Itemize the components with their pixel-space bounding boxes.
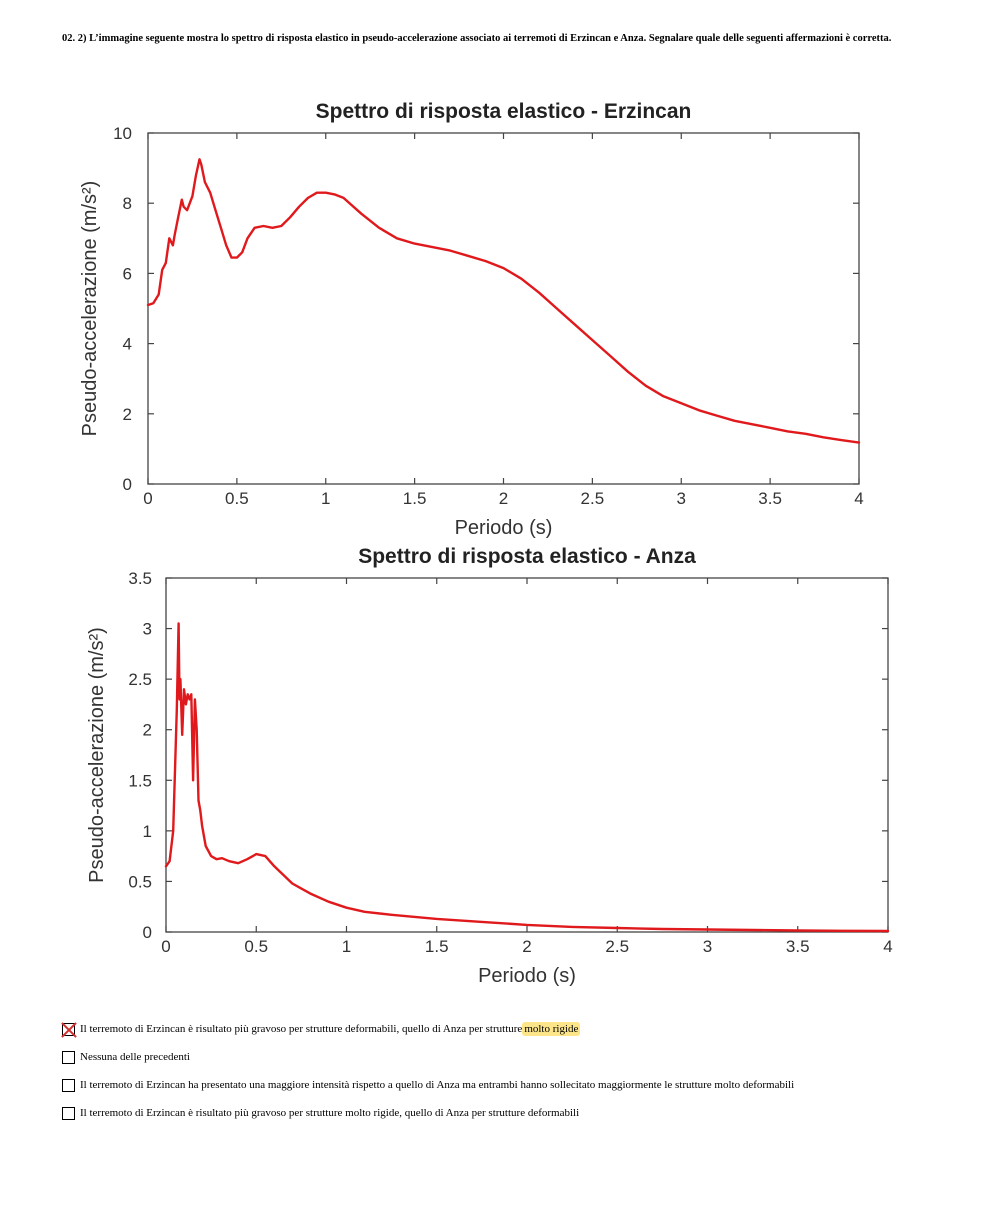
chart-1-plot-frame [147,132,860,485]
chart-1-y-tick-label: 2 [123,405,132,424]
chart-1-x-tick-label: 4 [854,489,863,508]
option-1[interactable]: Il terremoto di Erzincan è risultato più… [62,1020,581,1038]
chart-2-x-tick-label: 4 [883,937,892,956]
chart-1-x-axis-label: Periodo (s) [455,517,553,539]
chart-1-y-tick-label: 4 [123,335,132,354]
option-2-text: Nessuna delle precedenti [80,1051,190,1063]
chart-1-x-tick-label: 0.5 [225,489,249,508]
chart-2-y-tick-label: 0 [143,923,152,942]
option-2[interactable]: Nessuna delle precedenti [62,1048,190,1066]
option-3[interactable]: Il terremoto di Erzincan ha presentato u… [62,1076,794,1094]
chart-2-x-tick-label: 3 [703,937,712,956]
chart-2-x-tick-label: 2 [522,937,531,956]
option-1-checkbox-checked-icon[interactable] [62,1022,75,1036]
chart-2-series-line [164,622,890,933]
chart-1-x-tick-label: 1.5 [403,489,427,508]
chart-1-x-tick-label: 2 [499,489,508,508]
option-1-highlight: molto rigide [522,1022,581,1036]
chart-2-y-tick-label: 1 [143,822,152,841]
chart-2-y-axis-label: Pseudo-accelerazione (m/s²) [86,627,108,883]
chart-1-series-line [146,158,861,444]
chart-1-y-tick-label: 10 [113,124,132,143]
option-4-checkbox-icon[interactable] [62,1106,75,1120]
spectra-charts: Spettro di risposta elastico - Erzincan P… [79,100,893,987]
chart-2-plot-frame [165,577,889,933]
chart-1-x-tick-label: 0 [143,489,152,508]
spectra-figure: Spettro di risposta elastico - Erzincan P… [60,90,940,1005]
chart-1-x-tick-label: 3 [677,489,686,508]
chart-1-x-tick-label: 3.5 [758,489,782,508]
chart-1-y-tick-label: 8 [123,194,132,213]
question-text: 02. 2) L’immagine seguente mostra lo spe… [62,33,892,44]
chart-2-x-axis-label: Periodo (s) [478,965,576,987]
chart-1-title: Spettro di risposta elastico - Erzincan [316,100,692,123]
chart-2-y-tick-label: 2.5 [128,670,152,689]
chart-2-x-tick-label: 2.5 [605,937,629,956]
option-3-checkbox-icon[interactable] [62,1078,75,1092]
chart-2-x-tick-label: 0 [161,937,170,956]
chart-1-x-tick-label: 2.5 [581,489,605,508]
chart-2-y-tick-label: 0.5 [128,872,152,891]
option-3-text: Il terremoto di Erzincan ha presentato u… [80,1079,795,1091]
chart-2-title: Spettro di risposta elastico - Anza [358,545,696,568]
option-2-checkbox-icon[interactable] [62,1050,75,1064]
chart-2-x-tick-label: 3.5 [786,937,810,956]
chart-2-y-tick-label: 3 [143,620,152,639]
chart-1-y-tick-label: 6 [123,264,132,283]
option-1-text: Il terremoto di Erzincan è risultato più… [80,1023,523,1035]
chart-1-y-axis-label: Pseudo-accelerazione (m/s²) [79,181,101,437]
chart-1-x-tick-label: 1 [321,489,330,508]
chart-1-y-tick-label: 0 [123,475,132,494]
chart-2-y-tick-label: 3.5 [128,569,152,588]
chart-2-x-tick-label: 1.5 [425,937,449,956]
option-4[interactable]: Il terremoto di Erzincan è risultato più… [62,1104,579,1122]
chart-2-y-tick-label: 2 [143,721,152,740]
option-4-text: Il terremoto di Erzincan è risultato più… [80,1107,580,1119]
chart-2-x-tick-label: 0.5 [244,937,268,956]
chart-2-y-tick-label: 1.5 [128,771,152,790]
chart-2-x-tick-label: 1 [342,937,351,956]
